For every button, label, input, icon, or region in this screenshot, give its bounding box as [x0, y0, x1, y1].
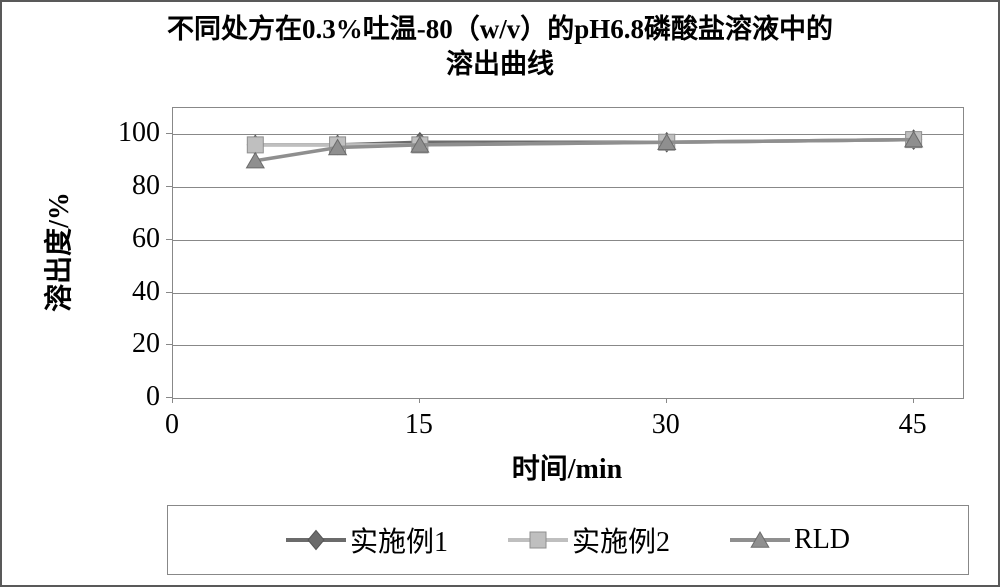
y-axis-label: 溶出度/% [37, 192, 77, 312]
legend-label: 实施例1 [350, 520, 448, 560]
legend-label: 实施例2 [572, 520, 670, 560]
y-tick-label: 80 [132, 170, 160, 202]
title-line-2: 溶出曲线 [446, 49, 554, 79]
chart-lines-svg [173, 108, 963, 398]
x-tick-label: 0 [165, 409, 179, 441]
x-axis-label: 时间/min [512, 447, 622, 487]
legend-swatch [508, 530, 568, 550]
x-tick-label: 30 [652, 409, 680, 441]
y-tick-label: 60 [132, 223, 160, 255]
legend-swatch [286, 530, 346, 550]
y-tick-label: 40 [132, 276, 160, 308]
y-tick-label: 0 [146, 381, 160, 413]
plot-area [172, 107, 964, 399]
legend-marker-icon [306, 530, 326, 550]
x-tick-label: 15 [405, 409, 433, 441]
legend-label: RLD [794, 524, 850, 556]
chart-title: 不同处方在0.3%吐温-80（w/v）的pH6.8磷酸盐溶液中的 溶出曲线 [2, 12, 998, 82]
y-tick-label: 100 [118, 117, 160, 149]
legend: 实施例1 实施例2 RLD [167, 505, 969, 575]
y-tick-label: 20 [132, 328, 160, 360]
gridline [173, 398, 963, 399]
legend-swatch [730, 530, 790, 550]
legend-marker-icon [750, 530, 770, 550]
legend-marker-icon [528, 530, 548, 550]
chart-frame: 不同处方在0.3%吐温-80（w/v）的pH6.8磷酸盐溶液中的 溶出曲线 溶出… [0, 0, 1000, 587]
x-tick-label: 45 [899, 409, 927, 441]
legend-item: RLD [730, 524, 850, 556]
title-line-1: 不同处方在0.3%吐温-80（w/v）的pH6.8磷酸盐溶液中的 [167, 14, 833, 44]
series-marker [247, 137, 263, 153]
legend-item: 实施例1 [286, 520, 448, 560]
legend-item: 实施例2 [508, 520, 670, 560]
